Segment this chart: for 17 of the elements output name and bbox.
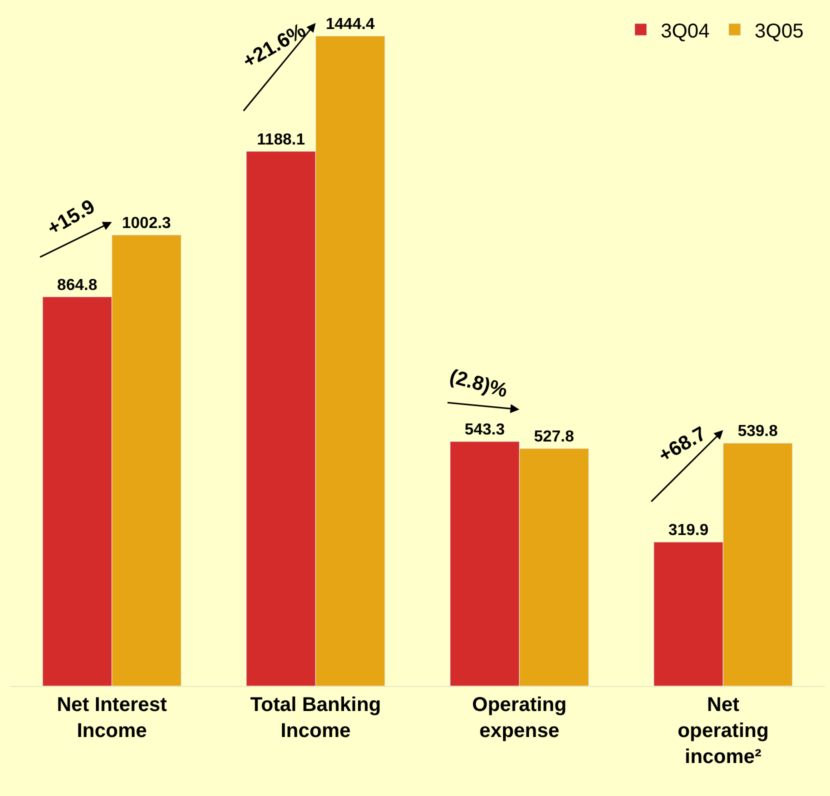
data-label: 1002.3 bbox=[122, 214, 172, 232]
data-label: 864.8 bbox=[57, 276, 98, 294]
data-label: 527.8 bbox=[534, 428, 574, 446]
data-label: 1188.1 bbox=[256, 131, 306, 148]
annotation: +15.9 bbox=[44, 196, 99, 240]
x-tick-label: Operating expense bbox=[472, 694, 567, 742]
x-tick-label: Net Interest Income bbox=[56, 694, 168, 742]
data-label: 539.8 bbox=[738, 423, 778, 440]
legend-label: 3Q05 bbox=[754, 20, 804, 42]
x-tick-label: Total Banking Income bbox=[250, 694, 382, 742]
data-label: 319.9 bbox=[668, 522, 709, 540]
data-label: 1444.4 bbox=[326, 16, 375, 33]
annotation: (2.8)% bbox=[447, 366, 510, 402]
annotation: +68.7 bbox=[655, 422, 710, 468]
legend-label: 3Q04 bbox=[660, 20, 710, 42]
x-tick-label: Net operating income² bbox=[678, 694, 769, 768]
data-label: 543.3 bbox=[464, 422, 505, 439]
